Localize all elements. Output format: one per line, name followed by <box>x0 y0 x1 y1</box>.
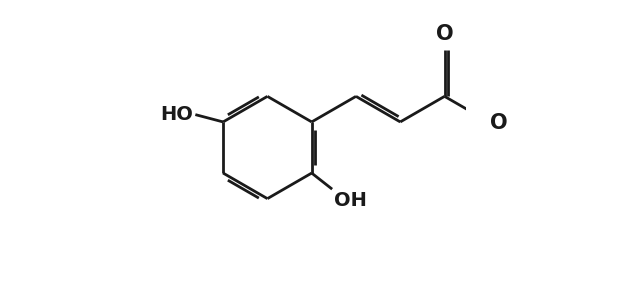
Text: O: O <box>490 113 508 133</box>
Text: O: O <box>436 24 453 44</box>
Text: OH: OH <box>335 191 367 210</box>
Text: HO: HO <box>160 104 193 124</box>
